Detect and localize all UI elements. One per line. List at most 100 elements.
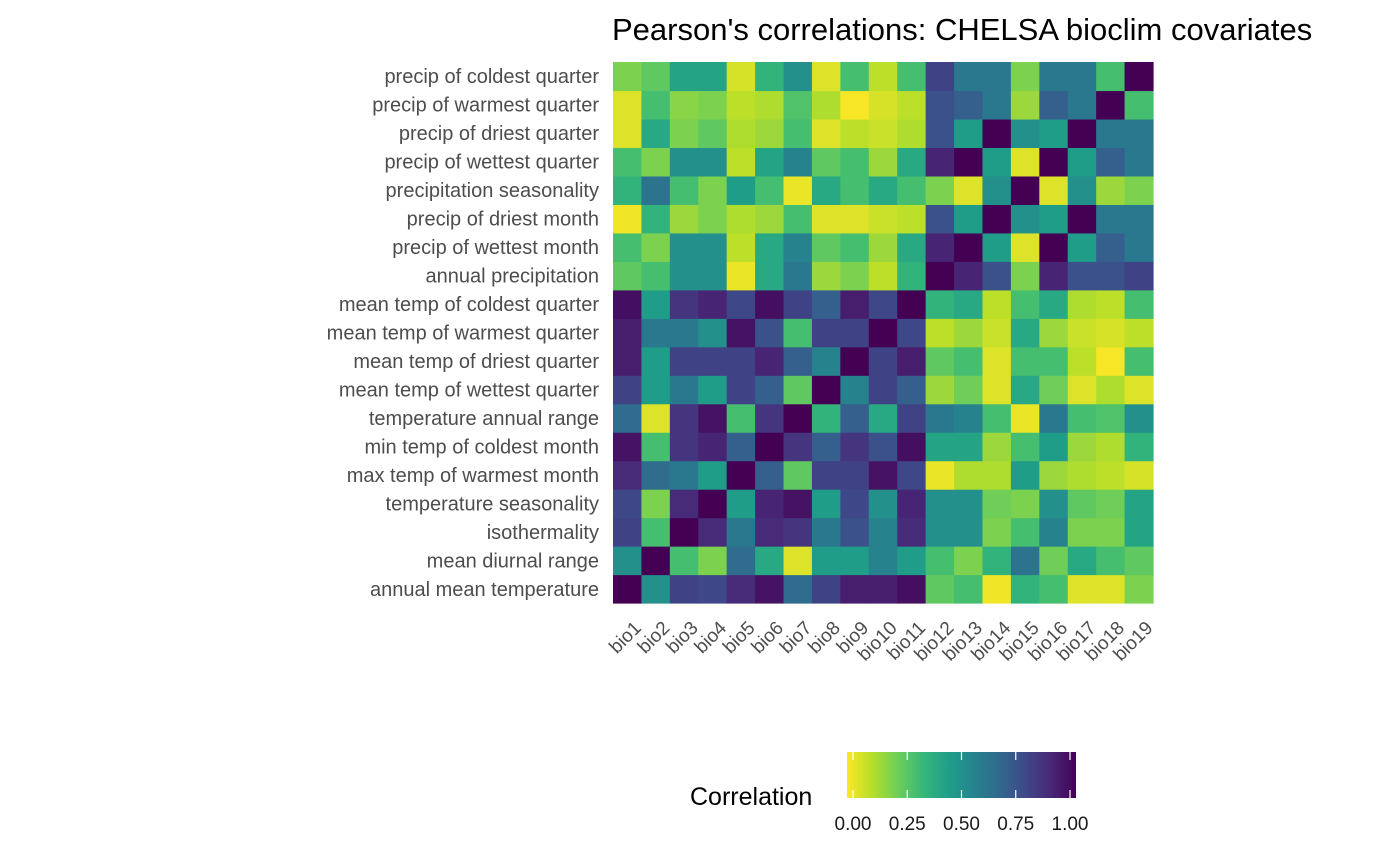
heatmap-cell	[1010, 574, 1040, 604]
heatmap-cell	[925, 432, 955, 462]
heatmap-cell	[1039, 460, 1069, 490]
heatmap-cell	[641, 403, 671, 433]
heatmap-cell	[1067, 118, 1097, 149]
heatmap-cell	[783, 403, 813, 433]
heatmap-cell	[1039, 318, 1069, 348]
heatmap-cell	[982, 147, 1012, 177]
y-tick-label: precip of driest month	[407, 209, 599, 231]
heatmap-cell	[1067, 346, 1097, 376]
heatmap-cell	[840, 375, 870, 405]
heatmap-cell	[698, 460, 728, 490]
heatmap-cell	[783, 346, 813, 376]
heatmap-cells	[613, 62, 1154, 604]
y-tick-label: temperature annual range	[369, 408, 599, 430]
heatmap-cell	[726, 574, 756, 604]
heatmap-cell	[783, 261, 813, 291]
heatmap-cell	[698, 318, 728, 348]
heatmap-cell	[1067, 517, 1097, 547]
heatmap-cell	[1039, 147, 1069, 177]
heatmap-cell	[1096, 232, 1126, 262]
heatmap-cell	[1010, 375, 1040, 405]
heatmap-cell	[641, 204, 671, 234]
heatmap-cell	[1124, 574, 1154, 604]
heatmap-cell	[840, 261, 870, 291]
y-tick-label: precip of warmest quarter	[372, 95, 599, 117]
heatmap-cell	[868, 346, 898, 376]
heatmap-cell	[669, 147, 699, 177]
heatmap-cell	[1010, 232, 1040, 262]
heatmap-cell	[954, 261, 984, 291]
heatmap-cell	[755, 232, 785, 262]
legend-tick-label: 0.25	[889, 814, 926, 835]
heatmap-cell	[954, 204, 984, 234]
heatmap-cell	[698, 147, 728, 177]
heatmap-cell	[698, 261, 728, 291]
y-tick-label: mean temp of coldest quarter	[339, 294, 599, 316]
heatmap-cell	[755, 403, 785, 433]
heatmap-cell	[783, 175, 813, 205]
heatmap-cell	[1096, 90, 1126, 120]
heatmap-cell	[868, 574, 898, 604]
heatmap-cell	[755, 175, 785, 205]
heatmap-cell	[1010, 118, 1040, 149]
heatmap-cell	[783, 289, 813, 319]
heatmap-cell	[982, 118, 1012, 149]
heatmap-cell	[840, 546, 870, 576]
heatmap-cell	[925, 375, 955, 405]
heatmap-cell	[1124, 62, 1154, 92]
heatmap-cell	[1039, 517, 1069, 547]
heatmap-cell	[954, 62, 984, 92]
heatmap-cell	[613, 232, 643, 262]
heatmap-cell	[840, 517, 870, 547]
heatmap-cell	[726, 62, 756, 92]
heatmap-cell	[954, 90, 984, 120]
heatmap-cell	[1067, 261, 1097, 291]
heatmap-cell	[840, 118, 870, 149]
heatmap-cell	[755, 147, 785, 177]
heatmap-cell	[1010, 175, 1040, 205]
heatmap-cell	[613, 403, 643, 433]
heatmap-cell	[783, 375, 813, 405]
heatmap-cell	[698, 90, 728, 120]
heatmap-cell	[897, 403, 927, 433]
heatmap-cell	[1124, 175, 1154, 205]
heatmap-cell	[897, 261, 927, 291]
heatmap-cell	[1124, 489, 1154, 519]
heatmap-cell	[811, 90, 841, 120]
heatmap-cell	[1096, 403, 1126, 433]
heatmap-cell	[726, 346, 756, 376]
heatmap-cell	[840, 346, 870, 376]
heatmap-cell	[811, 432, 841, 462]
heatmap-cell	[783, 517, 813, 547]
heatmap-cell	[669, 175, 699, 205]
heatmap-cell	[1096, 517, 1126, 547]
heatmap-cell	[925, 261, 955, 291]
heatmap-cell	[783, 318, 813, 348]
heatmap-cell	[811, 517, 841, 547]
heatmap-cell	[613, 546, 643, 576]
heatmap-cell	[840, 175, 870, 205]
heatmap-cell	[1010, 147, 1040, 177]
heatmap-cell	[669, 460, 699, 490]
heatmap-cell	[925, 574, 955, 604]
heatmap-cell	[698, 204, 728, 234]
heatmap-cell	[1039, 489, 1069, 519]
heatmap-cell	[897, 204, 927, 234]
heatmap-cell	[641, 90, 671, 120]
heatmap-cell	[698, 517, 728, 547]
heatmap-cell	[982, 574, 1012, 604]
heatmap-cell	[868, 546, 898, 576]
heatmap-cell	[840, 147, 870, 177]
heatmap-cell	[698, 346, 728, 376]
heatmap-cell	[698, 403, 728, 433]
heatmap-cell	[954, 232, 984, 262]
heatmap-cell	[1010, 318, 1040, 348]
heatmap-cell	[954, 289, 984, 319]
heatmap-cell	[1039, 175, 1069, 205]
heatmap-cell	[982, 403, 1012, 433]
heatmap-cell	[868, 489, 898, 519]
heatmap-cell	[925, 62, 955, 92]
heatmap-cell	[698, 574, 728, 604]
heatmap-cell	[811, 346, 841, 376]
heatmap-cell	[755, 375, 785, 405]
